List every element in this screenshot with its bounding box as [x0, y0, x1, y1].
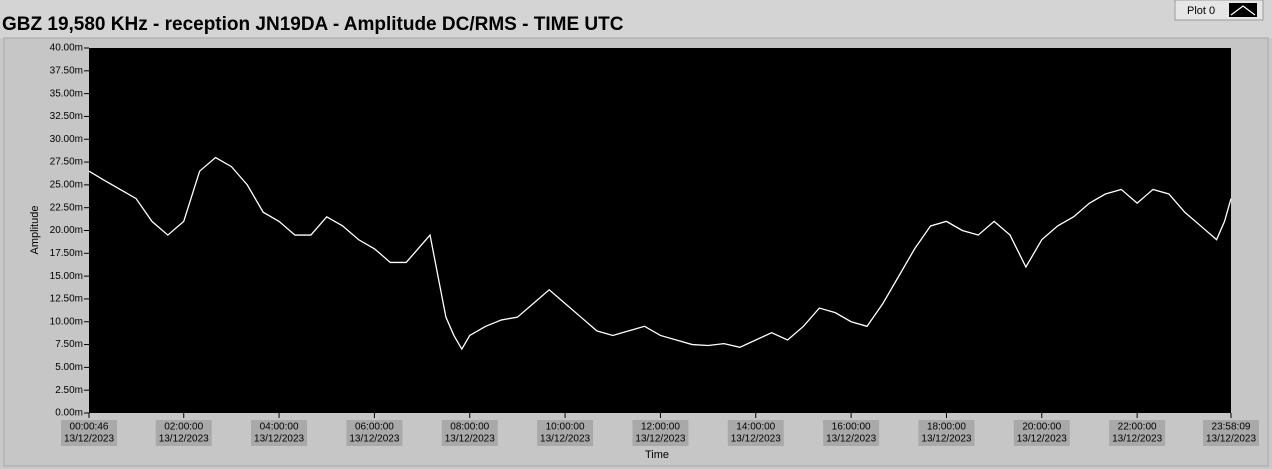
x-tick-label: 23:58:09 — [1212, 422, 1251, 433]
y-tick-label: 10.00m — [50, 316, 83, 327]
y-tick-label: 35.00m — [50, 88, 83, 99]
x-tick-label: 16:00:00 — [832, 422, 871, 433]
y-tick-label: 7.50m — [55, 339, 83, 350]
y-tick-label: 25.00m — [50, 180, 83, 191]
x-tick-label: 13/12/2023 — [445, 434, 495, 445]
x-tick-label: 13/12/2023 — [731, 434, 781, 445]
y-tick-label: 0.00m — [55, 408, 83, 419]
x-tick-label-bg — [155, 420, 212, 446]
x-tick-label: 13/12/2023 — [1017, 434, 1067, 445]
y-tick-label: 12.50m — [50, 294, 83, 305]
x-tick-label: 10:00:00 — [546, 422, 585, 433]
x-tick-label: 02:00:00 — [164, 422, 203, 433]
legend-label: Plot 0 — [1187, 5, 1215, 17]
x-tick-label: 12:00:00 — [641, 422, 680, 433]
legend-swatch — [1230, 5, 1256, 16]
x-tick-label-bg — [823, 420, 880, 446]
y-tick-label: 5.00m — [55, 362, 83, 373]
x-tick-label: 13/12/2023 — [921, 434, 971, 445]
plot-area — [89, 48, 1231, 413]
y-tick-label: 37.50m — [50, 65, 83, 76]
y-tick-label: 40.00m — [50, 43, 83, 54]
x-tick-label-bg — [251, 420, 308, 446]
x-tick-label: 13/12/2023 — [1112, 434, 1162, 445]
x-tick-label: 20:00:00 — [1022, 422, 1061, 433]
x-tick-label: 18:00:00 — [927, 422, 966, 433]
y-tick-label: 20.00m — [50, 225, 83, 236]
x-tick-label: 04:00:00 — [260, 422, 299, 433]
x-tick-label-bg — [1013, 420, 1070, 446]
y-tick-label: 27.50m — [50, 157, 83, 168]
x-tick-label: 08:00:00 — [450, 422, 489, 433]
x-tick-label-bg — [727, 420, 784, 446]
y-tick-label: 15.00m — [50, 271, 83, 282]
x-tick-label: 13/12/2023 — [159, 434, 209, 445]
x-tick-label: 13/12/2023 — [349, 434, 399, 445]
y-tick-label: 22.50m — [50, 202, 83, 213]
x-tick-label-bg — [632, 420, 689, 446]
x-tick-label: 13/12/2023 — [254, 434, 304, 445]
x-tick-label: 13/12/2023 — [826, 434, 876, 445]
x-tick-label: 22:00:00 — [1118, 422, 1157, 433]
x-axis-label: Time — [645, 449, 669, 461]
x-tick-label-bg — [61, 420, 117, 446]
x-tick-label: 13/12/2023 — [635, 434, 685, 445]
x-tick-label: 13/12/2023 — [64, 434, 114, 445]
x-tick-label-bg — [918, 420, 975, 446]
y-tick-label: 30.00m — [50, 134, 83, 145]
y-tick-label: 17.50m — [50, 248, 83, 259]
y-tick-label: 32.50m — [50, 111, 83, 122]
y-tick-label: 2.50m — [55, 385, 83, 396]
chart-title: GBZ 19,580 KHz - reception JN19DA - Ampl… — [2, 14, 624, 35]
x-tick-label: 13/12/2023 — [540, 434, 590, 445]
title-bar — [0, 0, 1272, 38]
data-line — [88, 156, 1232, 351]
x-tick-label: 14:00:00 — [736, 422, 775, 433]
x-tick-label-bg — [346, 420, 403, 446]
x-tick-label-bg — [1203, 420, 1259, 446]
legend-swatch-bg — [1229, 3, 1257, 17]
x-tick-label: 06:00:00 — [355, 422, 394, 433]
y-axis-label: Amplitude — [29, 206, 41, 255]
x-tick-label: 13/12/2023 — [1206, 434, 1256, 445]
x-tick-label-bg — [537, 420, 594, 446]
x-tick-label-bg — [1109, 420, 1166, 446]
x-tick-label-bg — [441, 420, 498, 446]
x-tick-label: 00:00:46 — [70, 422, 109, 433]
